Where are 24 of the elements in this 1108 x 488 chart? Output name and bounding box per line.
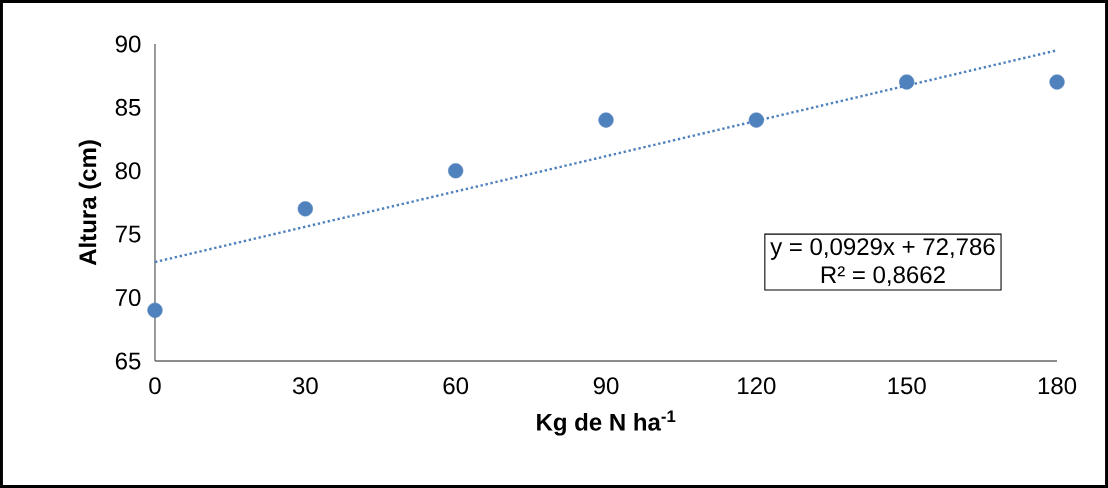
x-tick-label: 60 — [443, 377, 469, 395]
annotation: y = 0,0929x + 72,786 — [770, 238, 995, 260]
x-tick-label: 0 — [149, 377, 161, 395]
x-tick-label: 90 — [593, 377, 619, 395]
point — [297, 201, 313, 217]
x-tick-label: 30 — [292, 377, 318, 395]
x-tick-label: 180 — [1038, 377, 1077, 395]
point — [899, 74, 915, 90]
x-tick-label: 150 — [888, 377, 926, 395]
y-tick-label: 65 — [115, 352, 141, 370]
point — [1049, 74, 1065, 90]
point — [448, 163, 464, 179]
y-tick-label: 85 — [115, 98, 141, 116]
x-axis-title: Kg de N ha$^{-1}$ — [537, 410, 676, 436]
y-tick-label: 80 — [115, 162, 141, 180]
y-tick-label: 70 — [115, 289, 141, 307]
point — [598, 112, 614, 128]
point — [748, 112, 764, 128]
point — [147, 302, 163, 318]
y-tick-label: 90 — [115, 35, 141, 53]
y-tick-label: 75 — [115, 225, 141, 243]
y-axis-title: Altura (cm) — [78, 140, 102, 266]
x-tick-label: 120 — [738, 377, 776, 395]
annotation: R² = 0,8662 — [821, 266, 945, 287]
